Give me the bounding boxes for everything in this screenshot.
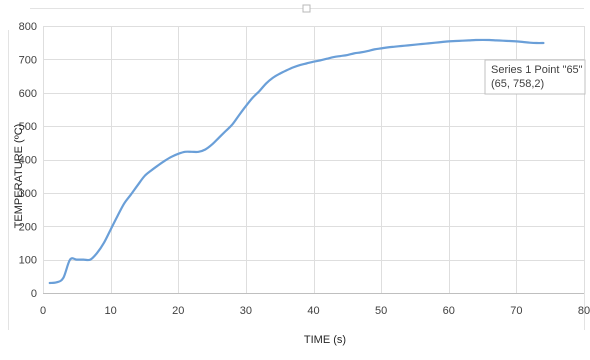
x-tick-label: 30: [240, 305, 252, 317]
resize-handle[interactable]: [302, 4, 311, 13]
y-tick-label: 400: [19, 155, 37, 167]
y-tick-label: 200: [19, 221, 37, 233]
x-tick-label: 20: [172, 305, 184, 317]
y-tick-label: 0: [31, 288, 37, 300]
y-tick-label: 800: [19, 21, 37, 33]
data-point-tooltip: Series 1 Point "65" (65, 758,2): [484, 59, 586, 95]
y-axis-title: TEMPERATURE (ºC): [13, 124, 25, 229]
tooltip-line-1: Series 1 Point "65": [491, 64, 583, 76]
y-tick-label: 300: [19, 188, 37, 200]
y-tick-label: 100: [19, 255, 37, 267]
x-tick-label: 10: [105, 305, 117, 317]
x-axis-title: TIME (s): [304, 334, 346, 346]
y-tick-labels: 0 100 200 300 400 500 600 700 800: [19, 21, 37, 300]
x-tick-label: 60: [443, 305, 455, 317]
axes: [43, 26, 584, 294]
tooltip-line-2: (65, 758,2): [491, 78, 544, 90]
x-tick-label: 50: [375, 305, 387, 317]
x-tick-label: 70: [510, 305, 522, 317]
tooltip-box: [484, 59, 586, 95]
x-tick-labels: 0 10 20 30 40 50 60 70 80: [40, 305, 590, 317]
y-tick-label: 500: [19, 121, 37, 133]
x-tick-label: 0: [40, 305, 46, 317]
y-tick-label: 600: [19, 88, 37, 100]
x-tick-label: 40: [307, 305, 319, 317]
x-tick-label: 80: [578, 305, 590, 317]
y-tick-label: 700: [19, 54, 37, 66]
series-1-line[interactable]: [48, 38, 545, 285]
